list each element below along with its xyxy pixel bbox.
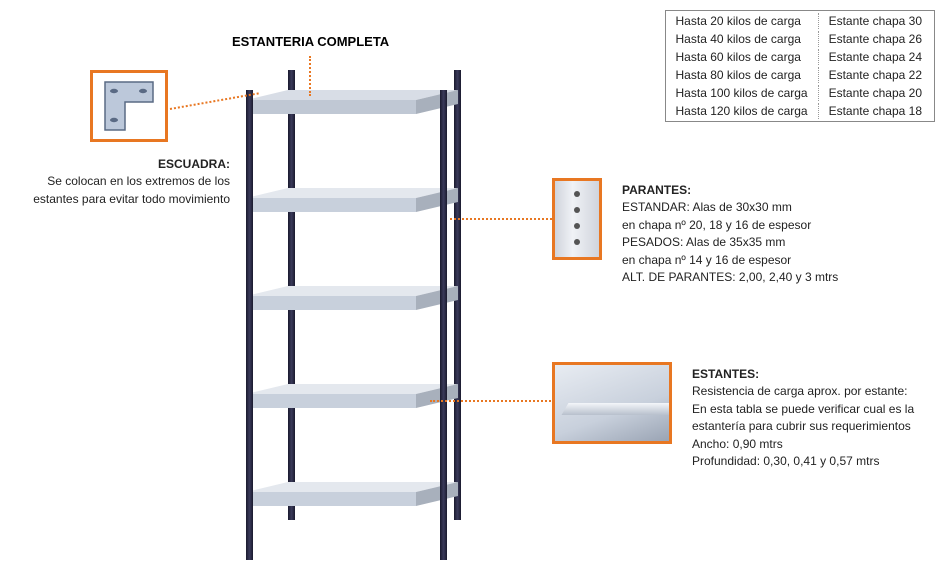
bracket-icon	[101, 78, 157, 134]
load-capacity-table: Hasta 20 kilos de cargaEstante chapa 30 …	[665, 10, 935, 122]
callout-parante	[552, 178, 602, 260]
post-front-left	[246, 90, 253, 560]
table-row: Hasta 40 kilos de cargaEstante chapa 26	[668, 31, 932, 47]
table-row: Hasta 120 kilos de cargaEstante chapa 18	[668, 103, 932, 119]
post-front-right	[440, 90, 447, 560]
table-row: Hasta 20 kilos de cargaEstante chapa 30	[668, 13, 932, 29]
shelf-board	[246, 286, 458, 310]
escuadra-text: ESCUADRA: Se colocan en los extremos de …	[30, 156, 230, 208]
escuadra-heading: ESCUADRA:	[30, 156, 230, 173]
parante-hole-icon	[574, 191, 580, 197]
table-row: Hasta 60 kilos de cargaEstante chapa 24	[668, 49, 932, 65]
parantes-text: PARANTES: ESTANDAR: Alas de 30x30 mm en …	[622, 182, 932, 286]
shelf-illustration	[240, 70, 460, 560]
shelf-board	[246, 188, 458, 212]
estantes-text: ESTANTES: Resistencia de carga aprox. po…	[692, 366, 942, 470]
parante-hole-icon	[574, 239, 580, 245]
callout-escuadra	[90, 70, 168, 142]
connector-line	[309, 56, 311, 96]
connector-line	[430, 400, 555, 402]
escuadra-body: Se colocan en los extremos de los estant…	[30, 173, 230, 208]
parantes-heading: PARANTES:	[622, 182, 932, 199]
shelf-board	[246, 90, 458, 114]
infographic-title: ESTANTERIA COMPLETA	[232, 34, 389, 49]
connector-line	[450, 218, 552, 220]
shelf-board	[246, 482, 458, 506]
shelf-board	[246, 384, 458, 408]
parante-hole-icon	[574, 223, 580, 229]
shelf-detail-icon	[555, 365, 669, 441]
callout-estante	[552, 362, 672, 444]
parante-hole-icon	[574, 207, 580, 213]
table-row: Hasta 100 kilos de cargaEstante chapa 20	[668, 85, 932, 101]
estantes-heading: ESTANTES:	[692, 366, 942, 383]
table-row: Hasta 80 kilos de cargaEstante chapa 22	[668, 67, 932, 83]
